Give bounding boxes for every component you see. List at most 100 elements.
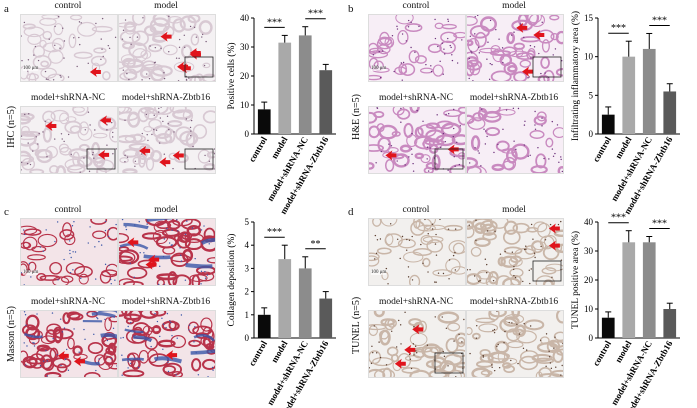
y-tick-label: 5 bbox=[245, 217, 250, 227]
y-tick-label: 40 bbox=[584, 217, 594, 227]
red-arrow-icon bbox=[45, 121, 57, 132]
significance-stars: ** bbox=[311, 239, 321, 250]
red-arrow-icon bbox=[57, 350, 69, 361]
x-tick-label: control bbox=[591, 135, 614, 164]
y-tick-label: 40 bbox=[240, 13, 250, 23]
micrograph-image bbox=[466, 218, 564, 286]
y-tick-label: 30 bbox=[584, 246, 594, 256]
x-tick-label: control bbox=[591, 339, 614, 368]
bar bbox=[642, 48, 656, 134]
x-tick-label: model bbox=[613, 339, 634, 365]
scale-bar-label: 100 μm bbox=[23, 270, 39, 275]
significance-stars: *** bbox=[267, 227, 282, 238]
y-tick-label: 3 bbox=[245, 263, 250, 273]
bar bbox=[319, 298, 333, 338]
red-arrow-icon bbox=[172, 150, 184, 161]
bar bbox=[663, 91, 677, 134]
tissue-texture bbox=[21, 107, 117, 173]
bar bbox=[642, 242, 656, 338]
micrograph-title: model+shRNA-NC bbox=[379, 93, 453, 103]
micrograph-title: model+shRNA-NC bbox=[31, 297, 105, 307]
y-tick-label: 0 bbox=[245, 333, 250, 343]
significance-stars: *** bbox=[652, 15, 667, 26]
y-tick-label: 0 bbox=[589, 333, 594, 343]
inset-box bbox=[86, 148, 116, 170]
x-tick-label: model bbox=[269, 339, 290, 365]
micrograph-title: model+shRNA-Zbtb16 bbox=[469, 93, 559, 103]
x-tick-label: model bbox=[613, 135, 634, 161]
micrograph-image bbox=[20, 106, 118, 174]
bar bbox=[319, 70, 333, 134]
red-arrow-icon bbox=[145, 259, 157, 270]
inset-box bbox=[532, 260, 562, 282]
tissue-texture bbox=[21, 15, 117, 81]
y-tick-label: 5 bbox=[589, 90, 594, 100]
significance-stars: *** bbox=[652, 219, 667, 230]
bar bbox=[278, 42, 292, 134]
tissue-texture bbox=[369, 311, 465, 377]
tissue-texture bbox=[119, 219, 215, 285]
bar bbox=[298, 35, 312, 134]
inset-box bbox=[434, 148, 464, 170]
x-tick-label: model bbox=[269, 135, 290, 161]
red-arrow-icon bbox=[166, 350, 178, 361]
y-axis-label: TUNEL positive area (%) bbox=[570, 231, 581, 329]
bar bbox=[257, 314, 271, 338]
panel-letter: a bbox=[4, 3, 9, 15]
red-arrow-icon bbox=[74, 356, 86, 367]
x-tick-label: control bbox=[247, 339, 270, 368]
panel-b: b H&E (n=5) control 100 μm model model+shRN… bbox=[348, 0, 697, 216]
micrograph-title: model+shRNA-Zbtb16 bbox=[121, 297, 211, 307]
micrograph-image bbox=[118, 14, 216, 82]
y-tick-label: 0 bbox=[589, 129, 594, 139]
micrograph-title: model+shRNA-Zbtb16 bbox=[121, 93, 211, 103]
x-tick-label: control bbox=[247, 135, 270, 164]
red-arrow-icon bbox=[99, 115, 111, 126]
tissue-texture bbox=[369, 107, 465, 173]
red-arrow-icon bbox=[139, 145, 151, 156]
micrograph-title: model+shRNA-Zbtb16 bbox=[469, 297, 559, 307]
panel-a: a IHC (n=5) control 100 μm model model+shRN… bbox=[0, 0, 348, 216]
inset-box bbox=[532, 56, 562, 78]
panel-letter: d bbox=[348, 206, 354, 218]
bar bbox=[298, 268, 312, 338]
bar bbox=[663, 309, 677, 338]
micrograph-title: model+shRNA-NC bbox=[379, 297, 453, 307]
red-arrow-icon bbox=[189, 47, 201, 58]
significance-stars: *** bbox=[611, 213, 626, 224]
panel-letter: c bbox=[4, 206, 9, 218]
y-axis-label: Infiltrating inflammatory area (%) bbox=[570, 11, 581, 141]
micrograph-image bbox=[368, 310, 466, 378]
y-tick-label: 0 bbox=[245, 129, 250, 139]
y-tick-label: 10 bbox=[240, 100, 250, 110]
y-tick-label: 4 bbox=[245, 240, 250, 250]
bar bbox=[278, 259, 292, 338]
micrograph-image bbox=[20, 310, 118, 378]
significance-stars: *** bbox=[267, 17, 282, 28]
micrograph-title: control bbox=[402, 1, 430, 11]
y-tick-label: 30 bbox=[240, 42, 250, 52]
micrograph-title: model bbox=[502, 1, 526, 11]
red-arrow-icon bbox=[127, 237, 139, 248]
tissue-texture bbox=[119, 15, 215, 81]
micrograph-image bbox=[20, 14, 118, 82]
y-tick-label: 2 bbox=[245, 287, 250, 297]
red-arrow-icon bbox=[548, 240, 560, 251]
tissue-texture bbox=[119, 311, 215, 377]
tissue-texture bbox=[467, 15, 563, 81]
micrograph-title: control bbox=[402, 205, 430, 215]
tissue-texture bbox=[467, 219, 563, 285]
scale-bar-label: 100 μm bbox=[371, 66, 387, 71]
micrograph-title: model bbox=[154, 205, 178, 215]
red-arrow-icon bbox=[522, 66, 534, 77]
y-axis-label: Positive cells (%) bbox=[226, 42, 237, 109]
red-arrow-icon bbox=[533, 30, 545, 41]
y-tick-label: 1 bbox=[245, 310, 250, 320]
y-tick-label: 10 bbox=[584, 52, 594, 62]
scale-bar-label: 100 μm bbox=[371, 270, 387, 275]
tissue-texture bbox=[119, 107, 215, 173]
y-tick-label: 20 bbox=[240, 71, 250, 81]
micrograph-title: model+shRNA-NC bbox=[31, 93, 105, 103]
